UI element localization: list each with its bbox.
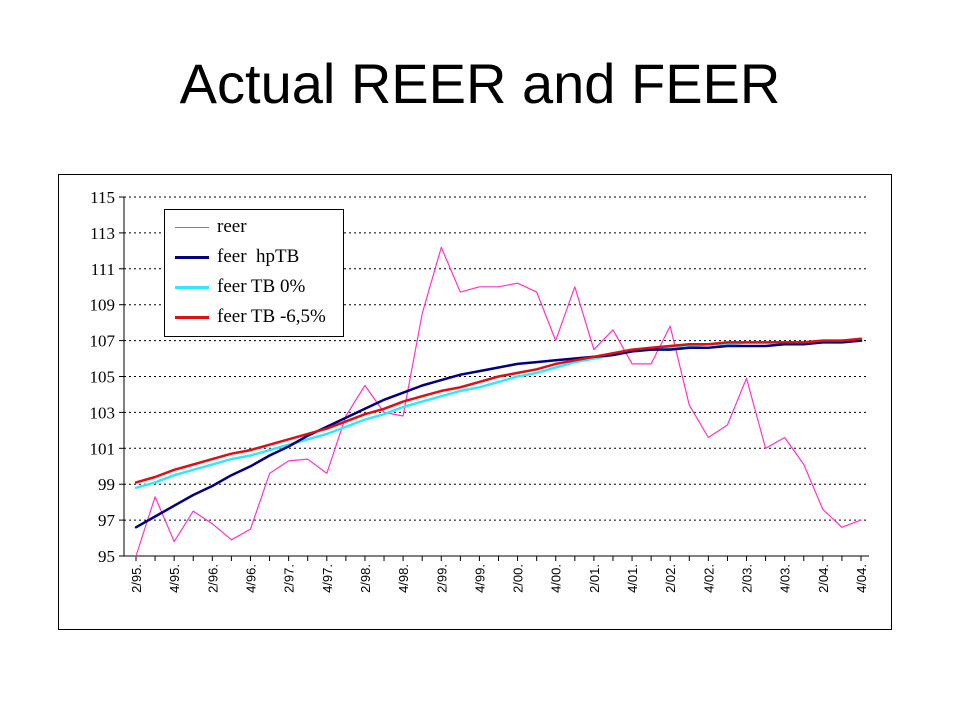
x-tick-label-7: 4/98. [396,564,411,593]
legend-item-feer-tb-65: feer TB -6,5% [175,306,343,330]
legend-label-feer-hptb: feer hpTB [217,246,300,267]
x-tick-label-4: 2/97. [282,564,297,593]
x-tick-label-19: 4/04. [854,564,869,593]
y-tick-label-95: 95 [98,547,115,566]
y-tick-label-115: 115 [90,188,115,207]
x-tick-label-10: 2/00. [511,564,526,593]
x-tick-label-8: 2/99. [434,564,449,593]
y-tick-label-111: 111 [91,260,115,279]
chart-legend: reer feer hpTB feer TB 0% feer TB -6,5% [164,209,344,337]
x-tick-label-18: 2/04. [816,564,831,593]
x-tick-label-11: 4/00. [549,564,564,593]
slide-title: Actual REER and FEER [179,52,781,115]
legend-label-feer-tb-65: feer TB -6,5% [217,306,326,327]
y-tick-label-113: 113 [90,224,115,243]
y-tick-label-99: 99 [98,475,115,494]
x-tick-label-16: 2/03. [740,564,755,593]
x-tick-label-2: 2/96. [205,564,220,593]
line-feer-hptb [134,339,863,529]
legend-item-feer-tb-0: feer TB 0% [175,276,343,300]
y-tick-label-103: 103 [90,403,116,422]
line-reer [135,246,862,557]
legend-label-reer: reer [217,216,247,237]
x-tick-label-5: 4/97. [320,564,335,593]
y-tick-label-107: 107 [90,332,116,351]
x-tick-label-6: 2/98. [358,564,373,593]
legend-label-feer-tb-0: feer TB 0% [217,276,306,297]
y-tick-label-109: 109 [90,296,116,315]
x-tick-label-17: 4/03. [778,564,793,593]
y-tick-label-97: 97 [98,511,116,530]
x-tick-label-3: 4/96. [243,564,258,593]
reer-feer-line-chart: 95 97 99 101 103 105 107 109 111 113 115 2/95. 4/95.… [90,188,869,593]
legend-swatch-feer-hptb [175,256,209,259]
x-tick-label-13: 4/01. [625,564,640,593]
legend-swatch-feer-tb-0 [175,286,209,289]
x-tick-label-15: 4/02. [701,564,716,593]
y-tick-label-105: 105 [90,368,116,387]
legend-item-feer-hptb: feer hpTB [175,246,343,270]
legend-item-reer: reer [175,216,343,240]
legend-swatch-feer-tb-65 [175,316,209,319]
legend-swatch-reer [175,227,209,228]
x-tick-label-1: 4/95. [167,564,182,593]
line-feer-tb-0 [134,339,863,490]
x-tick-label-0: 2/95. [129,564,144,593]
line-feer-tb-65 [134,337,863,484]
y-tick-label-101: 101 [90,439,116,458]
x-tick-label-9: 4/99. [472,564,487,593]
x-tick-label-12: 2/01. [587,564,602,593]
x-tick-label-14: 2/02. [663,564,678,593]
